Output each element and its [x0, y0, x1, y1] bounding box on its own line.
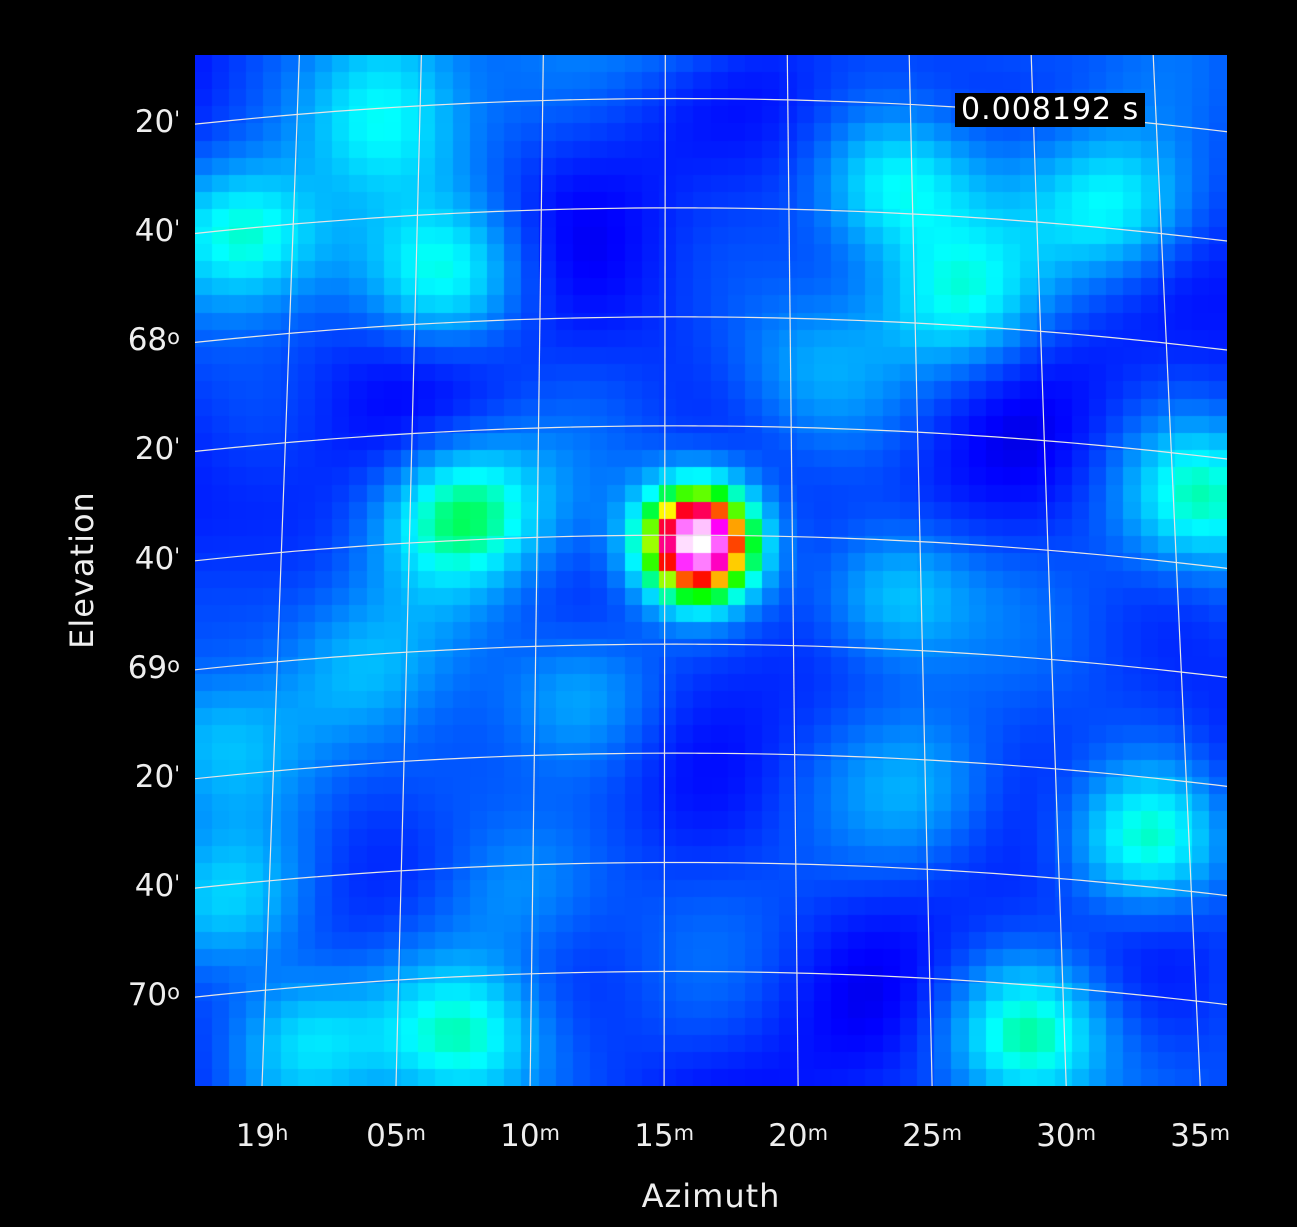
y-tick-label: 40'	[134, 213, 180, 250]
x-tick-label: 20m	[768, 1118, 829, 1154]
azimuth-gridline	[395, 55, 422, 1086]
elevation-gridline	[195, 425, 1227, 460]
azimuth-gridline	[786, 55, 799, 1086]
elevation-gridline	[195, 207, 1227, 242]
x-tick-label: 25m	[902, 1118, 963, 1154]
y-tick-label: 68o	[127, 322, 180, 359]
x-axis-title: Azimuth	[641, 1177, 781, 1215]
azimuth-gridline	[529, 55, 544, 1086]
y-tick-label: 20'	[134, 758, 180, 795]
x-tick-label: 10m	[500, 1118, 561, 1154]
azimuth-gridline	[1152, 55, 1201, 1086]
azimuth-gridline	[261, 55, 300, 1086]
azimuth-gridline	[1030, 55, 1067, 1086]
elevation-gridline	[195, 861, 1227, 897]
elevation-gridline	[195, 970, 1227, 1006]
y-axis-title: Elevation	[63, 491, 101, 649]
azimuth-gridline	[908, 55, 933, 1086]
elevation-gridline	[195, 752, 1227, 787]
coordinate-grid	[195, 55, 1227, 1086]
azimuth-gridline	[663, 55, 666, 1086]
intensity-heatmap	[195, 55, 1227, 1086]
x-tick-label: 15m	[634, 1118, 695, 1154]
elevation-gridline	[195, 643, 1227, 678]
elevation-gridline	[195, 316, 1227, 351]
y-tick-label: 70o	[127, 977, 180, 1014]
elevation-gridline	[195, 534, 1227, 569]
y-tick-label: 69o	[127, 649, 180, 686]
y-tick-label: 20'	[134, 104, 180, 141]
x-tick-label: 35m	[1170, 1118, 1231, 1154]
y-tick-label: 40'	[134, 868, 180, 905]
x-tick-label: 30m	[1036, 1118, 1097, 1154]
x-tick-label: 19h	[235, 1118, 289, 1154]
y-tick-label: 20'	[134, 431, 180, 468]
plot-area	[195, 55, 1227, 1086]
time-annotation: 0.008192 s	[955, 93, 1146, 127]
x-tick-label: 05m	[366, 1118, 426, 1154]
y-tick-label: 40'	[134, 540, 180, 577]
